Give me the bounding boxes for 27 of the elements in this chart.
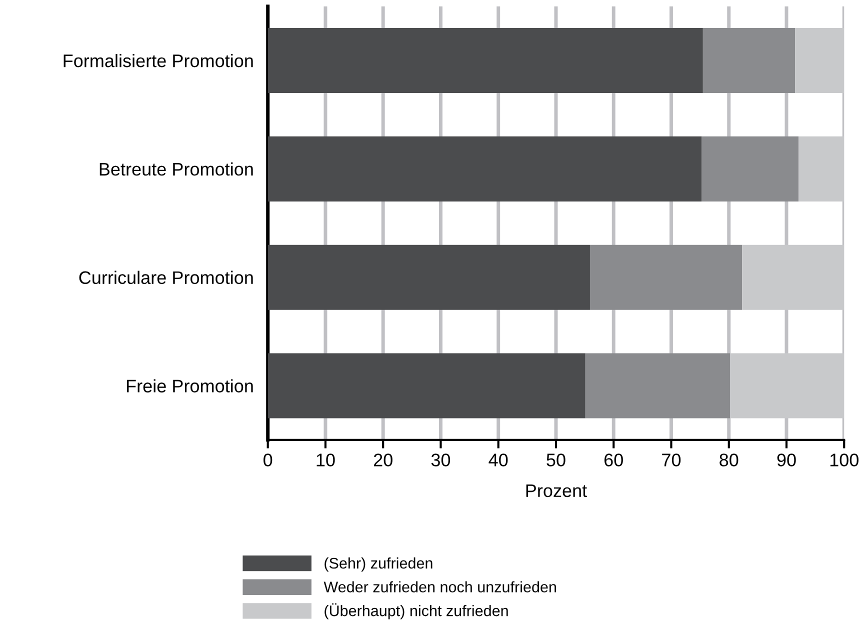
bar [590,244,742,310]
x-tick-label: 70 [662,454,681,466]
x-tick-label: 60 [604,454,623,466]
bar [702,136,799,202]
x-tick-label: 10 [316,454,335,466]
x-tick-label: 50 [546,454,566,466]
x-axis-title: Prozent [526,484,587,498]
x-tick-label: 90 [777,454,796,466]
y-tick-label: Curriculare Promotion [79,270,253,284]
x-tick-label: 20 [374,454,392,466]
bar [702,28,796,94]
bar [268,353,586,418]
bar [268,28,703,94]
x-tick-label: 80 [720,454,738,466]
legend-label: (Sehr) zufrieden [324,557,432,572]
bar [268,244,590,310]
y-tick-label: Formalisierte Promotion [64,54,253,68]
x-tick-label: 30 [431,454,450,466]
x-tick-label: 100 [830,454,858,466]
legend-label: Weder zufrieden noch unzufrieden [324,581,556,592]
x-tick-label: 0 [264,454,272,466]
y-tick-label: Betreute Promotion [100,162,253,176]
bar [585,353,730,418]
x-tick-label: 40 [488,454,508,466]
legend-label: (Überhaupt) nicht zufrieden [324,603,508,620]
y-tick-label: Freie Promotion [127,379,253,392]
bar [268,136,702,202]
